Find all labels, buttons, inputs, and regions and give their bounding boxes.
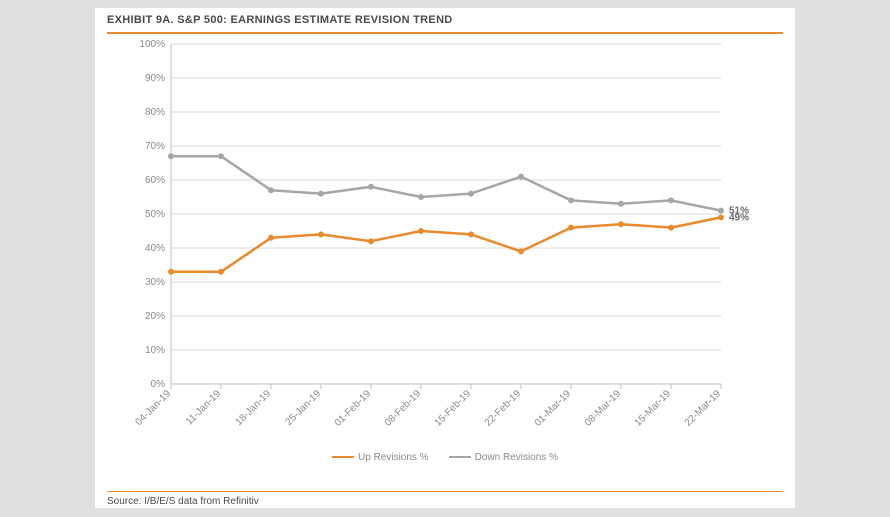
svg-text:01-Mar-19: 01-Mar-19 <box>533 388 574 429</box>
svg-text:10%: 10% <box>145 345 165 356</box>
legend-label: Down Revisions % <box>475 452 558 463</box>
svg-text:01-Feb-19: 01-Feb-19 <box>333 388 374 429</box>
chart-title: EXHIBIT 9A. S&P 500: EARNINGS ESTIMATE R… <box>107 14 453 26</box>
source-rule <box>107 491 783 492</box>
chart-area: 0% 10% 20% 30% 40% 50% 60% 70% 80% 90% 100% 04-Jan-… <box>125 38 765 488</box>
svg-text:100%: 100% <box>139 39 165 50</box>
svg-text:08-Feb-19: 08-Feb-19 <box>383 388 424 429</box>
chart-legend: Up Revisions % Down Revisions % <box>125 452 765 463</box>
legend-label: Up Revisions % <box>358 452 429 463</box>
svg-text:51%: 51% <box>729 206 749 217</box>
svg-text:20%: 20% <box>145 311 165 322</box>
svg-text:15-Feb-19: 15-Feb-19 <box>433 388 474 429</box>
legend-swatch <box>449 456 471 458</box>
svg-text:70%: 70% <box>145 141 165 152</box>
svg-text:08-Mar-19: 08-Mar-19 <box>583 388 624 429</box>
legend-swatch <box>332 456 354 458</box>
svg-text:60%: 60% <box>145 175 165 186</box>
svg-text:15-Mar-19: 15-Mar-19 <box>633 388 674 429</box>
chart-source: Source: I/B/E/S data from Refinitiv <box>107 496 259 507</box>
svg-text:50%: 50% <box>145 209 165 220</box>
svg-text:30%: 30% <box>145 277 165 288</box>
svg-text:0%: 0% <box>151 379 166 390</box>
svg-text:18-Jan-19: 18-Jan-19 <box>234 388 274 428</box>
svg-text:22-Feb-19: 22-Feb-19 <box>483 388 524 429</box>
svg-text:80%: 80% <box>145 107 165 118</box>
svg-text:90%: 90% <box>145 73 165 84</box>
line-chart-svg: 0% 10% 20% 30% 40% 50% 60% 70% 80% 90% 100% 04-Jan-… <box>125 38 765 448</box>
svg-text:25-Jan-19: 25-Jan-19 <box>284 388 324 428</box>
svg-text:22-Mar-19: 22-Mar-19 <box>683 388 724 429</box>
svg-text:40%: 40% <box>145 243 165 254</box>
svg-text:11-Jan-19: 11-Jan-19 <box>184 388 223 427</box>
legend-item: Up Revisions % <box>332 452 429 463</box>
title-rule <box>107 32 783 34</box>
chart-panel: EXHIBIT 9A. S&P 500: EARNINGS ESTIMATE R… <box>95 8 795 508</box>
legend-item: Down Revisions % <box>449 452 558 463</box>
svg-text:04-Jan-19: 04-Jan-19 <box>134 388 174 428</box>
